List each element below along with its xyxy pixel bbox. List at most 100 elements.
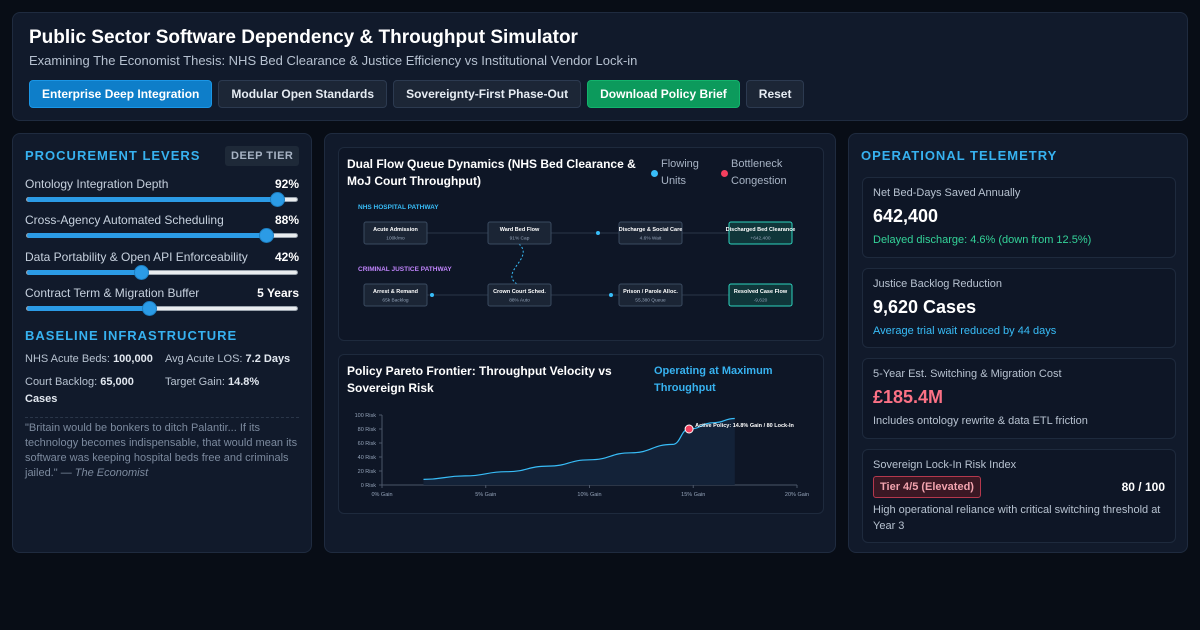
node-title: Prison / Parole Alloc. xyxy=(623,289,678,295)
flow-diagram: NHS HOSPITAL PATHWAY CRIMINAL JUSTICE PA… xyxy=(358,204,796,307)
lever-cross-agency-scheduling: Cross-Agency Automated Scheduling 88% xyxy=(25,213,299,243)
justice-pathway-label: CRIMINAL JUSTICE PATHWAY xyxy=(358,266,452,273)
x-tick-label: 5% Gain xyxy=(475,492,496,498)
baseline-beds-value: 100,000 xyxy=(113,353,153,365)
modular-open-standards-button[interactable]: Modular Open Standards xyxy=(218,80,388,108)
lever-value: 42% xyxy=(274,250,299,264)
baseline-beds: NHS Acute Beds: 100,000 xyxy=(25,351,153,368)
node-resolved-case-flow xyxy=(728,283,793,307)
switching-cost-value: £185.4M xyxy=(873,387,944,407)
reset-button[interactable]: Reset xyxy=(745,80,805,108)
active-policy-label: Active Policy: 14.8% Gain / 80 Lock-In xyxy=(695,423,794,429)
pareto-frontier-card: Policy Pareto Frontier: Throughput Veloc… xyxy=(338,354,824,514)
x-tick-label: 20% Gain xyxy=(785,492,809,498)
y-tick-label: 100 Risk xyxy=(355,413,377,419)
lever-slider[interactable] xyxy=(26,192,298,207)
bed-days-card: Net Bed-Days Saved Annually 642,400 Dela… xyxy=(862,177,1176,258)
baseline-infrastructure-title: BASELINE INFRASTRUCTURE xyxy=(25,328,238,343)
flowing-units-legend-icon xyxy=(651,170,658,177)
lever-value: 88% xyxy=(274,213,299,227)
tier-badge: DEEP TIER xyxy=(225,146,300,166)
bed-days-value: 642,400 xyxy=(873,206,939,226)
node-crown-court-scheduling xyxy=(487,283,552,307)
sovereignty-first-phase-out-button[interactable]: Sovereignty-First Phase-Out xyxy=(393,80,582,108)
lever-label: Ontology Integration Depth xyxy=(25,177,169,191)
lever-label: Cross-Agency Automated Scheduling xyxy=(25,213,224,227)
baseline-gain-value: 14.8% xyxy=(227,376,260,388)
y-tick-label: 0 Risk xyxy=(361,483,377,489)
node-arrest-remand xyxy=(363,283,428,307)
node-prison-parole-allocation xyxy=(618,283,683,307)
x-tick-label: 0% Gain xyxy=(371,492,392,498)
scenario-toolbar: Enterprise Deep Integration Modular Open… xyxy=(29,80,805,108)
baseline-backlog: Court Backlog: 65,000 Cases xyxy=(25,374,157,408)
divider xyxy=(25,417,299,418)
justice-backlog-card: Justice Backlog Reduction 9,620 Cases Av… xyxy=(862,268,1176,348)
flowing-unit xyxy=(596,231,600,235)
lock-in-risk-note: High operational reliance with critical … xyxy=(873,504,1161,532)
app-title: Public Sector Software Dependency & Thro… xyxy=(29,27,578,48)
header-panel: Public Sector Software Dependency & Thro… xyxy=(12,12,1188,121)
quote-text: "Britain would be bonkers to ditch Palan… xyxy=(25,422,298,479)
node-discharge-social-care xyxy=(618,221,683,245)
quote-source: The Economist xyxy=(74,467,149,479)
lever-label: Contract Term & Migration Buffer xyxy=(25,286,200,300)
slider-thumb[interactable] xyxy=(270,192,286,207)
lever-data-portability: Data Portability & Open API Enforceabili… xyxy=(25,250,299,280)
lever-value: 5 Years xyxy=(257,286,299,300)
justice-backlog-note: Average trial wait reduced by 44 days xyxy=(873,325,1057,337)
lever-slider[interactable] xyxy=(26,228,298,243)
node-detail: 55,380 Queue xyxy=(635,298,666,304)
node-title: Acute Admission xyxy=(373,227,418,233)
node-title: Ward Bed Flow xyxy=(500,227,540,233)
operational-telemetry-title: OPERATIONAL TELEMETRY xyxy=(861,148,1058,163)
baseline-los-label: Avg Acute LOS: xyxy=(165,353,243,365)
lever-ontology-depth: Ontology Integration Depth 92% xyxy=(25,177,299,207)
node-ward-bed-flow xyxy=(487,221,552,245)
node-title: Resolved Case Flow xyxy=(734,289,788,295)
node-detail: 91% Cap xyxy=(510,236,530,242)
dual-flow-card: Dual Flow Queue Dynamics (NHS Bed Cleara… xyxy=(338,147,824,341)
frontier-line xyxy=(423,417,735,480)
telemetry-panel: OPERATIONAL TELEMETRY Net Bed-Days Saved… xyxy=(848,133,1188,553)
bed-days-label: Net Bed-Days Saved Annually xyxy=(873,187,1021,199)
baseline-backlog-label: Court Backlog: xyxy=(25,376,98,388)
bed-days-note: Delayed discharge: 4.6% (down from 12.5%… xyxy=(873,234,1092,246)
enterprise-deep-integration-button[interactable]: Enterprise Deep Integration xyxy=(29,80,213,108)
node-detail: 4.6% Wait xyxy=(640,236,662,242)
x-tick-label: 10% Gain xyxy=(577,492,601,498)
node-detail: 88% Auto xyxy=(509,298,530,304)
y-tick-label: 60 Risk xyxy=(358,441,377,447)
node-detail: +642,400 xyxy=(750,236,770,242)
y-tick-label: 20 Risk xyxy=(358,469,377,475)
node-discharged-bed-clearance xyxy=(728,221,793,245)
flowing-units-legend: Flowing Units xyxy=(661,158,699,187)
active-policy-point xyxy=(684,424,694,434)
procurement-panel: PROCUREMENT LEVERS DEEP TIER Ontology In… xyxy=(12,133,312,553)
baseline-gain-label: Target Gain: xyxy=(165,376,225,388)
node-detail: -9,620 xyxy=(754,298,768,304)
slider-fill xyxy=(27,306,150,311)
node-title: Discharged Bed Clearance xyxy=(726,227,796,233)
slider-thumb[interactable] xyxy=(134,265,150,280)
node-acute-admission xyxy=(363,221,428,245)
switching-cost-card: 5-Year Est. Switching & Migration Cost £… xyxy=(862,358,1176,439)
slider-fill xyxy=(27,270,142,275)
cross-pathway-link xyxy=(511,243,524,285)
bottleneck-legend-icon xyxy=(721,170,728,177)
lever-slider[interactable] xyxy=(26,265,298,280)
bottleneck-congestion-legend: Bottleneck Congestion xyxy=(731,158,787,187)
lock-in-risk-card: Sovereign Lock-In Risk Index Tier 4/5 (E… xyxy=(862,449,1176,543)
baseline-los-value: 7.2 Days xyxy=(245,353,291,365)
dual-flow-title: Dual Flow Queue Dynamics (NHS Bed Cleara… xyxy=(347,157,636,188)
slider-thumb[interactable] xyxy=(259,228,275,243)
simulation-panel: Dual Flow Queue Dynamics (NHS Bed Cleara… xyxy=(324,133,836,553)
lever-slider[interactable] xyxy=(26,301,298,316)
app-subtitle: Examining The Economist Thesis: NHS Bed … xyxy=(29,53,638,68)
node-detail: 65k Backlog xyxy=(382,298,408,304)
risk-score: 80 / 100 xyxy=(1121,480,1165,494)
nhs-pathway-label: NHS HOSPITAL PATHWAY xyxy=(358,204,439,211)
slider-thumb[interactable] xyxy=(142,301,158,316)
download-policy-brief-button[interactable]: Download Policy Brief xyxy=(587,80,740,108)
lever-contract-term: Contract Term & Migration Buffer 5 Years xyxy=(25,286,299,316)
